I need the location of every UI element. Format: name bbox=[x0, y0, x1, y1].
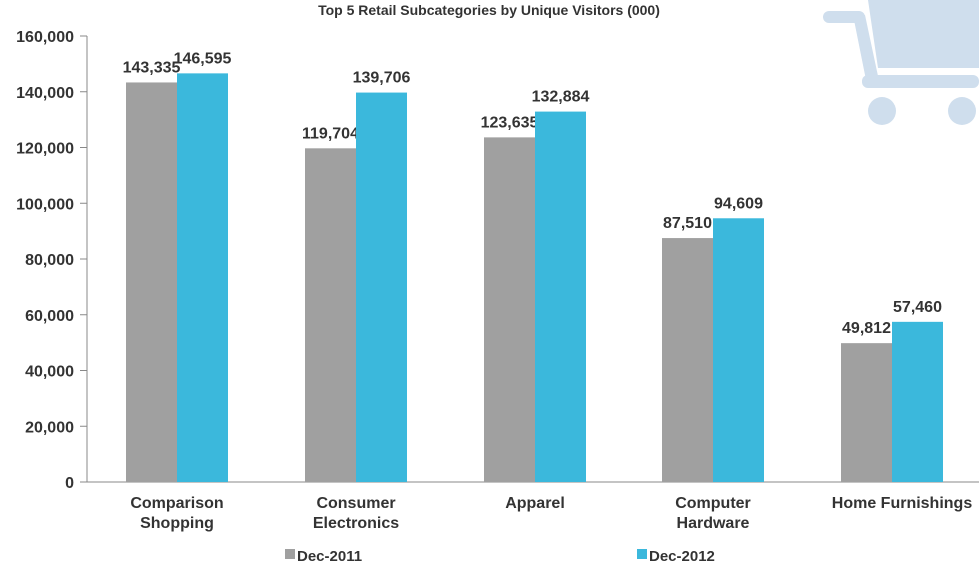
data-label: 57,460 bbox=[893, 299, 942, 316]
data-label: 139,706 bbox=[353, 70, 411, 87]
bar-dec-2012 bbox=[177, 73, 228, 482]
legend-label: Dec-2011 bbox=[297, 548, 362, 565]
legend-swatch bbox=[285, 549, 295, 559]
bar-dec-2011 bbox=[841, 343, 892, 482]
data-label: 49,812 bbox=[842, 320, 891, 337]
x-tick-label: Shopping bbox=[140, 515, 214, 532]
data-label: 143,335 bbox=[123, 59, 181, 76]
bar-dec-2011 bbox=[305, 148, 356, 482]
bar-dec-2011 bbox=[484, 137, 535, 482]
x-tick-label: Apparel bbox=[505, 495, 565, 512]
y-tick-label: 20,000 bbox=[25, 419, 74, 436]
legend: Dec-2011 Dec-2012 bbox=[285, 548, 715, 565]
y-tick-label: 140,000 bbox=[16, 85, 74, 102]
data-label: 146,595 bbox=[174, 50, 232, 67]
bar-dec-2011 bbox=[126, 82, 177, 483]
bar-dec-2012 bbox=[535, 111, 586, 483]
bar-dec-2012 bbox=[356, 92, 407, 483]
bar-dec-2012 bbox=[892, 321, 943, 482]
y-tick-label: 160,000 bbox=[16, 29, 74, 46]
x-axis-labels: Comparison Shopping Consumer Electronics App… bbox=[130, 495, 972, 532]
y-tick-label: 40,000 bbox=[25, 364, 74, 381]
legend-swatch bbox=[637, 549, 647, 559]
y-tick-label: 100,000 bbox=[16, 196, 74, 213]
x-tick-label: Electronics bbox=[313, 515, 399, 532]
y-axis: 0 20,000 40,000 60,000 80,000 100,000 120,000 1… bbox=[16, 29, 979, 492]
shopping-cart-icon bbox=[823, 0, 979, 125]
chart-title: Top 5 Retail Subcategories by Unique Vis… bbox=[318, 2, 660, 18]
y-tick-label: 0 bbox=[65, 475, 74, 492]
x-tick-label: Comparison bbox=[130, 495, 223, 512]
data-label: 132,884 bbox=[532, 89, 590, 106]
data-label: 94,609 bbox=[714, 195, 763, 212]
data-label: 119,704 bbox=[302, 125, 359, 142]
x-tick-label: Home Furnishings bbox=[832, 495, 973, 512]
bar-dec-2011 bbox=[662, 238, 713, 482]
legend-label: Dec-2012 bbox=[649, 548, 715, 565]
bar-dec-2012 bbox=[713, 218, 764, 482]
x-tick-label: Computer bbox=[675, 495, 751, 512]
data-label: 87,510 bbox=[663, 215, 712, 232]
y-tick-label: 60,000 bbox=[25, 308, 74, 325]
data-label: 123,635 bbox=[481, 114, 539, 131]
x-tick-label: Consumer bbox=[316, 495, 395, 512]
x-tick-label: Hardware bbox=[677, 515, 750, 532]
y-tick-label: 80,000 bbox=[25, 252, 74, 269]
y-tick-label: 120,000 bbox=[16, 141, 74, 158]
